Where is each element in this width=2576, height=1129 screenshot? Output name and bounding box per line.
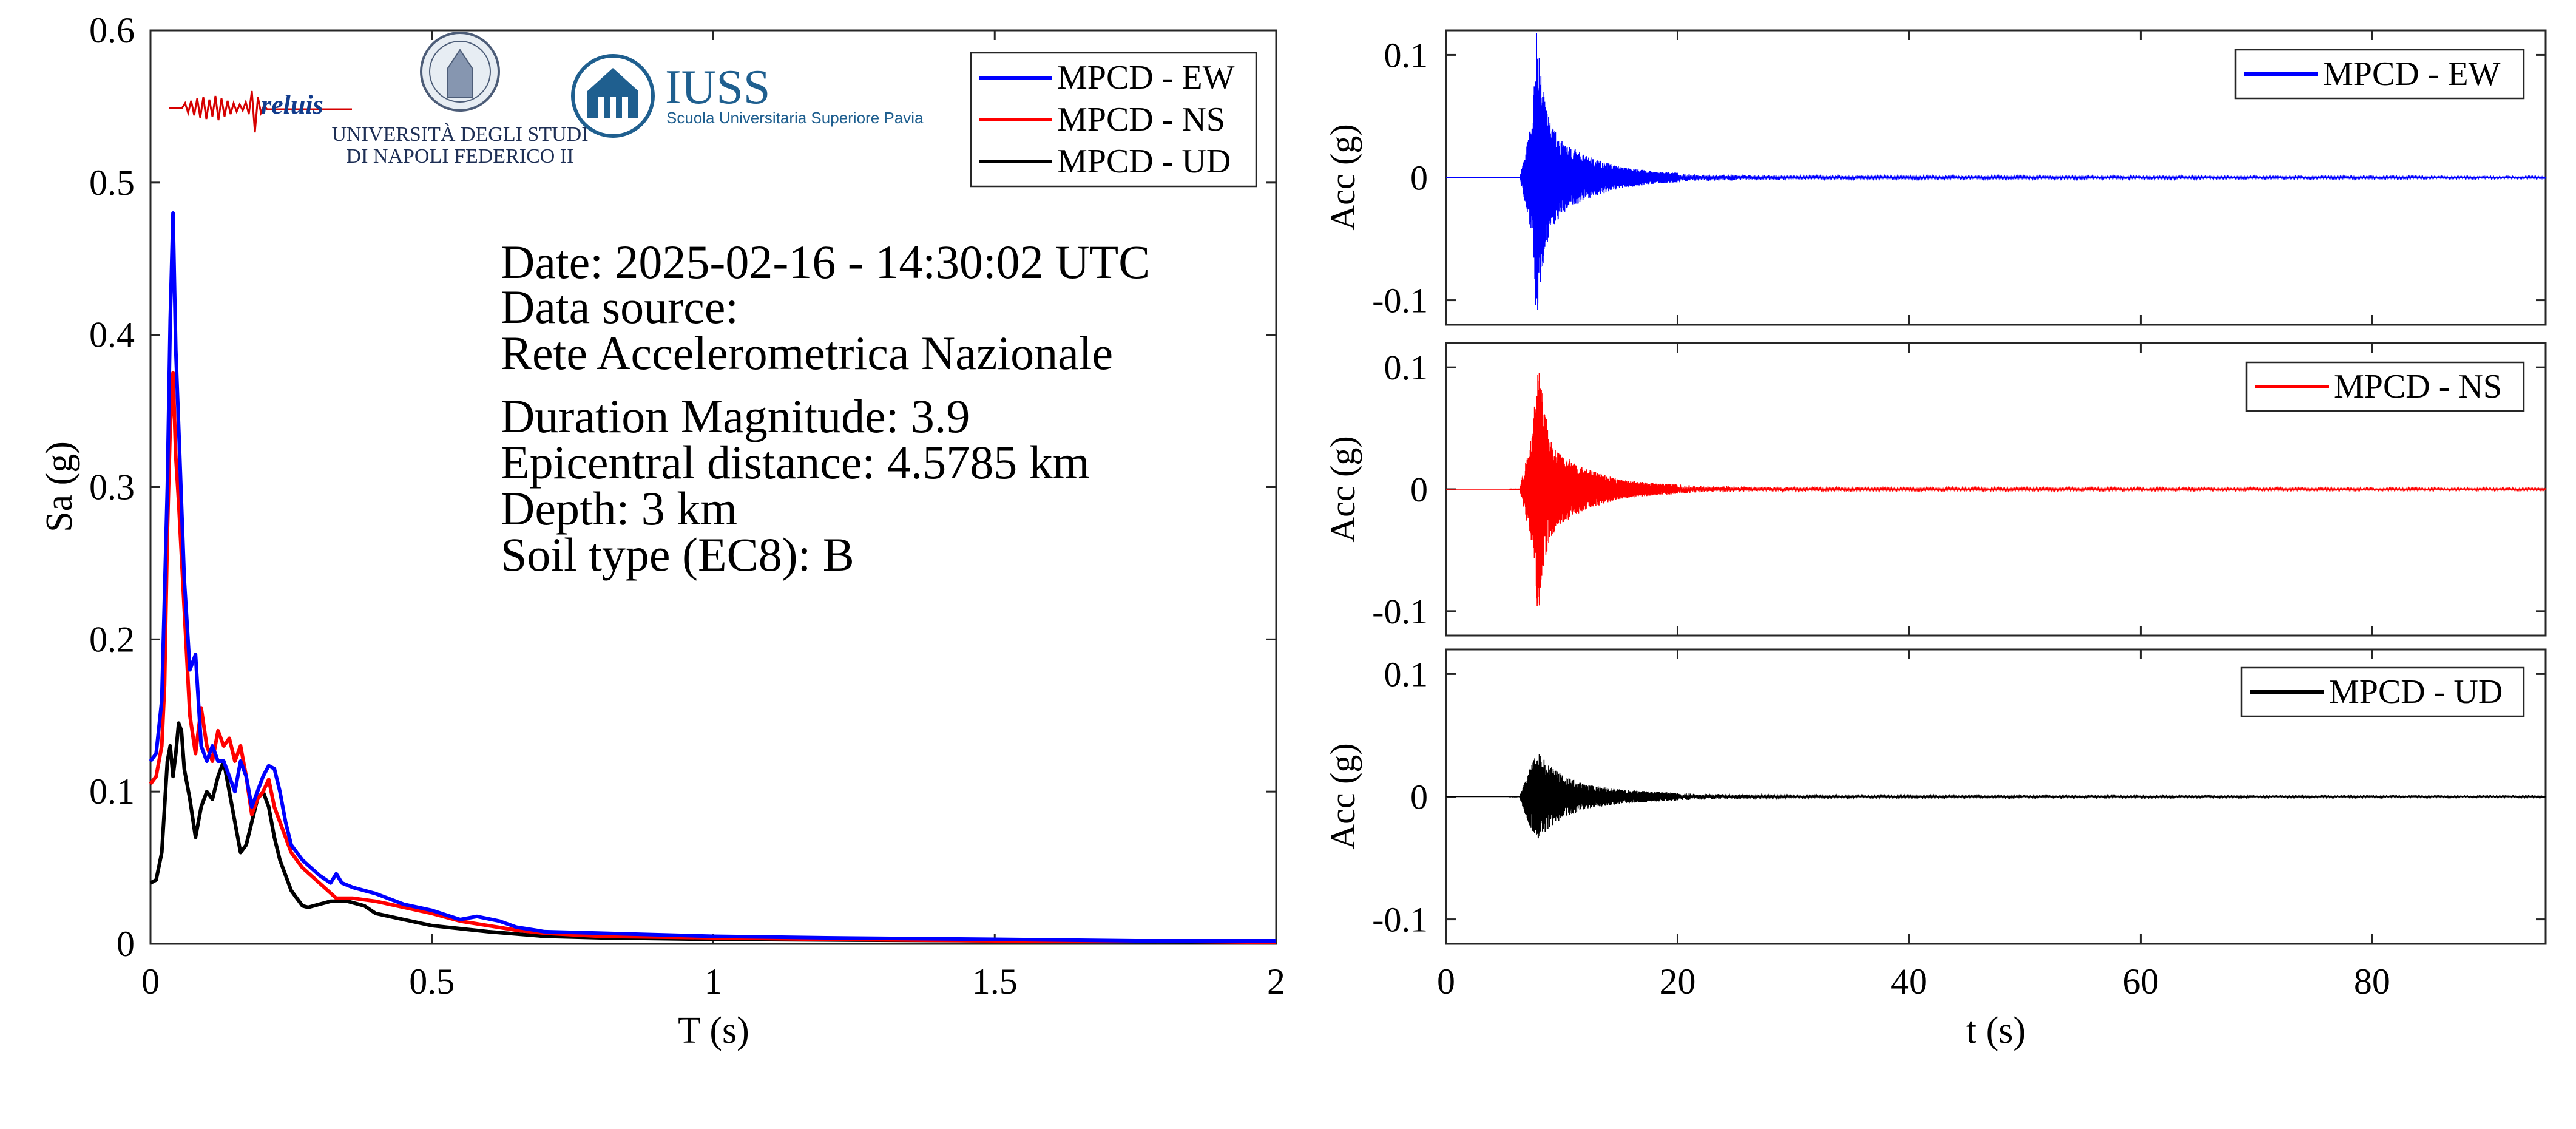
acc-trace-ns (1446, 373, 2546, 606)
spectrum-series-ew (149, 211, 1276, 943)
acc-x-tick-label: 40 (1891, 961, 1927, 1002)
unina-logo: UNIVERSITÀ DEGLI STUDI DI NAPOLI FEDERIC… (331, 32, 589, 168)
acc-trace-ew (1446, 33, 2546, 310)
acc-x-tick-label: 20 (1659, 961, 1695, 1002)
spectrum-y-tick-label: 0.3 (89, 467, 135, 507)
acc-y-tick-label: 0.1 (1384, 348, 1428, 387)
acc-legend-ew: MPCD - EW (2234, 49, 2525, 100)
spectrum-series (149, 211, 1277, 944)
legend-label-ud: MPCD - UD (1057, 143, 1231, 180)
acc-y-tick-label: -0.1 (1372, 900, 1428, 940)
spectrum-x-tick-label: 0 (141, 961, 160, 1002)
data-source: Rete Accelerometrica Nazionale (501, 327, 1113, 379)
unina-name-line1: UNIVERSITÀ DEGLI STUDI (331, 123, 588, 146)
acc-y-tick-label: 0 (1410, 778, 1428, 817)
acc-legend-label-ud: MPCD - UD (2329, 673, 2503, 711)
spectrum-x-tick-label: 2 (1267, 961, 1285, 1002)
spectrum-y-tick-label: 0.5 (89, 163, 135, 203)
acc-x-tick-label: 80 (2354, 961, 2390, 1002)
spectrum-legend: MPCD - EW MPCD - NS MPCD - UD (970, 52, 1257, 188)
acc-y-tick-label: 0.1 (1384, 654, 1428, 694)
acc-y-tick-label: -0.1 (1372, 281, 1428, 320)
acc-y-tick-label: 0 (1410, 470, 1428, 509)
unina-name-line2: DI NAPOLI FEDERICO II (347, 145, 574, 168)
acc-panel-ud: -0.100.10 20 40 60 80 Acc (g) MPCD - UD (1323, 648, 2547, 1002)
acc-y-axis-label-ew: Acc (g) (1323, 124, 1362, 231)
acc-y-tick-label: 0 (1410, 158, 1428, 198)
spectrum-x-tick-label: 1 (705, 961, 723, 1002)
acc-y-tick-label: -0.1 (1372, 592, 1428, 631)
soil-type: Soil type (EC8): B (501, 528, 854, 581)
legend-label-ns: MPCD - NS (1057, 101, 1225, 138)
iuss-subtitle: Scuola Universitaria Superiore Pavia (666, 109, 924, 127)
reluis-logo: reluis (169, 90, 352, 133)
acc-panel-ew: -0.1 0 0.1 Acc (g) MPCD - EW (1323, 29, 2547, 326)
acceleration-time-histories: -0.100.1 Acc (g) MPCD - EW -0.100.1 Acc … (1323, 29, 2547, 1051)
acc-panel-ns: -0.1 0 0.1 Acc (g) MPCD - NS (1323, 342, 2547, 637)
acc-trace-ud (1446, 753, 2546, 839)
acc-legend-ns: MPCD - NS (2245, 361, 2525, 412)
spectrum-y-axis-label: Sa (g) (39, 441, 80, 532)
event-info: Date: 2025-02-16 - 14:30:02 UTC Data sou… (501, 236, 1150, 581)
legend-label-ew: MPCD - EW (1057, 59, 1235, 97)
event-date: Date: 2025-02-16 - 14:30:02 UTC (501, 236, 1150, 288)
spectrum-y-tick-label: 0.4 (89, 315, 135, 355)
spectrum-ticks: 0 0.5 1 1.5 2 0 0.1 0.2 0.3 0.4 0.5 0.6 (89, 10, 1285, 1002)
spectrum-x-tick-label: 1.5 (972, 961, 1018, 1002)
acc-y-axis-label-ns: Acc (g) (1323, 436, 1362, 543)
acc-x-tick-label: 60 (2122, 961, 2158, 1002)
spectrum-x-tick-label: 0.5 (409, 961, 455, 1002)
data-source-label: Data source: (501, 280, 739, 333)
iuss-wordmark: IUSS (665, 61, 770, 114)
iuss-logo: IUSS Scuola Universitaria Superiore Pavi… (571, 54, 924, 138)
time-x-axis-label: t (s) (1966, 1010, 2026, 1051)
acc-legend-label-ns: MPCD - NS (2334, 368, 2502, 405)
response-spectrum-chart: 0 0.5 1 1.5 2 0 0.1 0.2 0.3 0.4 0.5 0.6 T (s) Sa (g… (39, 10, 1285, 1051)
acc-legend-label-ew: MPCD - EW (2323, 55, 2501, 93)
reluis-wordmark: reluis (261, 90, 323, 120)
depth: Depth: 3 km (501, 482, 737, 535)
acc-y-axis-label-ud: Acc (g) (1323, 743, 1362, 850)
duration-magnitude: Duration Magnitude: 3.9 (501, 390, 970, 442)
spectrum-y-tick-label: 0.1 (89, 771, 135, 812)
acc-x-tick-label: 0 (1437, 961, 1455, 1002)
spectrum-y-tick-label: 0.6 (89, 10, 135, 50)
acc-ticks-ud: -0.100.10 20 40 60 80 (1372, 649, 2546, 1002)
reluis-seismogram-graphic (169, 90, 352, 133)
epicentral-distance: Epicentral distance: 4.5785 km (501, 436, 1089, 489)
acc-legend-ud: MPCD - UD (2240, 666, 2525, 717)
spectrum-y-tick-label: 0 (117, 924, 135, 964)
spectrum-x-axis-label: T (s) (678, 1010, 749, 1051)
spectrum-series-ns (149, 371, 1277, 944)
acc-ticks-ns: -0.1 0 0.1 (1372, 343, 2546, 636)
acc-y-tick-label: 0.1 (1384, 35, 1428, 75)
spectrum-y-tick-label: 0.2 (89, 619, 135, 659)
